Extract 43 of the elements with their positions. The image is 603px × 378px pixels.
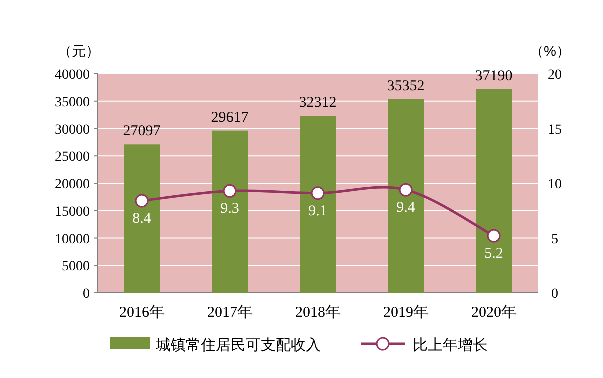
y-axis-title: （元） xyxy=(58,43,100,59)
bar xyxy=(388,99,424,293)
data-label: 29617 xyxy=(211,110,250,126)
point xyxy=(135,194,149,208)
y2-tick-label: 10 xyxy=(548,178,562,192)
bar xyxy=(124,144,160,293)
y-tick-label: 5000 xyxy=(62,260,90,275)
data-label: 32312 xyxy=(299,95,337,112)
data-label: 9.4 xyxy=(396,200,416,216)
data-label: 9.3 xyxy=(220,201,240,218)
y-tick-label: 10000 xyxy=(55,232,90,248)
y2-tick-label: 15 xyxy=(548,122,562,138)
x-tick-label: 2019年 xyxy=(384,304,428,321)
point xyxy=(223,184,237,198)
data-label: 27097 xyxy=(123,124,162,140)
y-tick-label: 30000 xyxy=(55,122,90,138)
bar xyxy=(300,116,336,293)
data-label: 5.2 xyxy=(484,246,504,262)
point xyxy=(487,229,501,243)
point xyxy=(311,186,325,200)
y-tick-label: 25000 xyxy=(55,150,90,166)
point xyxy=(399,183,413,197)
x-tick-label: 2016年 xyxy=(120,304,164,321)
data-label: 8.4 xyxy=(132,211,152,228)
y2-tick-label: 0 xyxy=(552,287,558,302)
y-tick-label: 0 xyxy=(83,287,90,302)
data-label: 9.1 xyxy=(308,203,328,220)
y2-tick-label: 5 xyxy=(552,232,558,248)
bar xyxy=(476,89,512,293)
bar xyxy=(212,130,248,293)
y2-axis-title: （%） xyxy=(530,43,570,59)
y-tick-label: 35000 xyxy=(55,95,90,110)
data-label: 35352 xyxy=(387,78,425,94)
x-tick-label: 2020年 xyxy=(472,304,516,321)
x-tick-label: 2017年 xyxy=(208,304,252,321)
y-tick-label: 15000 xyxy=(55,204,90,220)
y-tick-label: 20000 xyxy=(55,178,90,192)
x-tick-label: 2018年 xyxy=(296,304,340,321)
y2-tick-label: 20 xyxy=(548,68,562,83)
legend-label: 比上年增长 xyxy=(413,337,488,354)
y-tick-label: 40000 xyxy=(55,68,90,83)
data-label: 37190 xyxy=(475,68,513,84)
legend-label: 城镇常住居民可支配收入 xyxy=(155,337,321,354)
